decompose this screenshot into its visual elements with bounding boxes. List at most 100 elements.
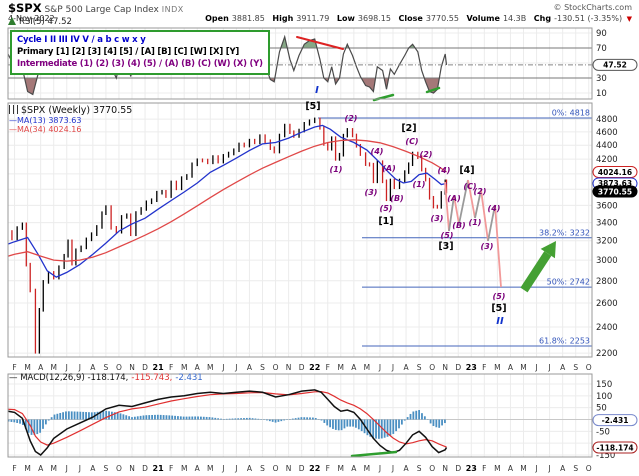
wave-label-intermediate: (B): [390, 194, 403, 203]
price-panel: 0%: 4818 38.2%: 3232 50%: 2742 61.8%: 2253: [8, 109, 592, 354]
svg-text:-118.174: -118.174: [596, 443, 633, 452]
svg-text:N: N: [129, 363, 135, 372]
wave-label-intermediate: (1): [330, 165, 343, 174]
elliott-wave-labels: I[5](1)(2)(3)(4)(A)(B)(5)[1][2](C)(1)(2)…: [305, 85, 506, 327]
symbol-name: S&P 500 Large Cap Index: [44, 5, 159, 15]
svg-text:3400: 3400: [596, 219, 618, 229]
svg-text:F: F: [326, 464, 330, 473]
svg-text:D: D: [142, 464, 148, 473]
ma13-legend: —MA(13) 3873.63: [9, 116, 82, 125]
svg-text:S: S: [104, 363, 109, 372]
quote-close: Close 3770.55: [399, 14, 459, 23]
svg-text:A: A: [195, 363, 201, 372]
svg-text:O: O: [429, 363, 435, 372]
svg-text:J: J: [221, 363, 224, 372]
svg-text:M: M: [338, 363, 344, 372]
wave-label-intermediate: (1): [413, 180, 426, 189]
svg-text:23: 23: [466, 464, 477, 473]
svg-text:J: J: [78, 464, 81, 473]
svg-text:O: O: [116, 363, 122, 372]
quote-label-low: Low: [336, 14, 355, 23]
price-legend-title: $SPX (Weekly) 3770.55: [21, 105, 133, 116]
chart-date: 4-Nov-2022: [8, 14, 55, 23]
quote-row: 4-Nov-2022 Open 3881.85 High 3911.79 Low 36…: [8, 14, 632, 23]
svg-text:S: S: [573, 363, 578, 372]
svg-text:F: F: [169, 464, 173, 473]
svg-text:A: A: [247, 363, 253, 372]
svg-text:D: D: [299, 363, 305, 372]
svg-text:S: S: [417, 464, 422, 473]
wave-label-intermediate: (A): [447, 194, 461, 203]
wave-label-intermediate: (3): [365, 188, 378, 197]
wave-label-intermediate: (2): [345, 114, 358, 123]
svg-text:4800: 4800: [596, 115, 618, 125]
macd-hist-value: -2.431: [175, 373, 203, 383]
x-axis-labels: F M A M J J A S O N D 21 F M A M J J A S O N D 22 F M A M J J A S O N D 23 F…: [12, 363, 591, 473]
quote-label-chg: Chg: [533, 14, 552, 23]
wave-label-intermediate: (5): [380, 204, 393, 213]
wave-label-cycle: I: [315, 85, 319, 96]
svg-text:50: 50: [596, 404, 607, 414]
wave-label-intermediate: (5): [493, 292, 506, 301]
rsi-legend-label: RSI(5) 47.52: [19, 17, 72, 27]
quote-value-volume: 14.3B: [502, 14, 527, 23]
svg-text:O: O: [586, 363, 592, 372]
svg-text:F: F: [326, 363, 330, 372]
svg-text:22: 22: [309, 464, 320, 473]
svg-text:10: 10: [596, 89, 607, 99]
svg-text:N: N: [286, 464, 292, 473]
svg-text:A: A: [90, 464, 96, 473]
svg-text:-150: -150: [596, 451, 615, 461]
svg-text:D: D: [299, 464, 305, 473]
svg-text:N: N: [129, 464, 135, 473]
svg-text:2400: 2400: [596, 323, 618, 333]
svg-text:2200: 2200: [596, 349, 618, 359]
rsi-support-trendline-2: [425, 86, 441, 94]
svg-text:D: D: [455, 464, 461, 473]
svg-text:23: 23: [466, 363, 477, 372]
wave-label-primary: [3]: [438, 241, 453, 252]
svg-text:90: 90: [596, 29, 607, 39]
svg-text:F: F: [169, 363, 173, 372]
right-axis: 90 70 30 10 4800 4600 4400 4200 3600 3400 3200 3000…: [592, 29, 638, 461]
svg-text:A: A: [38, 363, 44, 372]
wave-label-intermediate: (2): [420, 150, 433, 159]
svg-text:M: M: [364, 464, 370, 473]
macd-signal-line: [8, 390, 447, 448]
wave-label-intermediate: (C): [463, 182, 476, 191]
wave-label-primary: [1]: [378, 216, 393, 227]
svg-text:S: S: [573, 464, 578, 473]
ma34-legend: —MA(34) 4024.16: [9, 125, 82, 134]
svg-text:N: N: [442, 363, 448, 372]
svg-text:0%: 4818: 0%: 4818: [552, 109, 590, 118]
svg-text:J: J: [391, 363, 394, 372]
macd-histogram: [8, 410, 446, 439]
legend-primary-degrees: Primary [1] [2] [3] [4] [5] / [A] [B] [C…: [17, 47, 240, 57]
svg-text:J: J: [547, 464, 550, 473]
wave-label-intermediate: (A): [382, 164, 396, 173]
quote-chg: Chg -130.51 (-3.35%): [534, 14, 622, 23]
svg-text:J: J: [65, 464, 68, 473]
svg-text:4200: 4200: [596, 155, 618, 165]
svg-text:A: A: [195, 464, 201, 473]
svg-text:47.52: 47.52: [603, 61, 627, 70]
quote-low: Low 3698.15: [337, 14, 391, 23]
wave-label-primary: [2]: [401, 123, 416, 134]
symbol: $SPX: [8, 1, 42, 15]
svg-text:22: 22: [309, 363, 320, 372]
svg-text:M: M: [207, 363, 213, 372]
svg-text:O: O: [586, 464, 592, 473]
quote-label-volume: Volume: [466, 14, 500, 23]
svg-text:O: O: [429, 464, 435, 473]
svg-text:J: J: [391, 464, 394, 473]
svg-text:M: M: [364, 363, 370, 372]
wave-label-intermediate: (4): [371, 147, 384, 156]
svg-text:A: A: [351, 464, 357, 473]
svg-text:A: A: [403, 464, 409, 473]
svg-text:N: N: [442, 464, 448, 473]
exchange-tag: INDX: [161, 5, 184, 14]
quote-label-high: High: [272, 14, 294, 23]
svg-text:J: J: [234, 363, 237, 372]
